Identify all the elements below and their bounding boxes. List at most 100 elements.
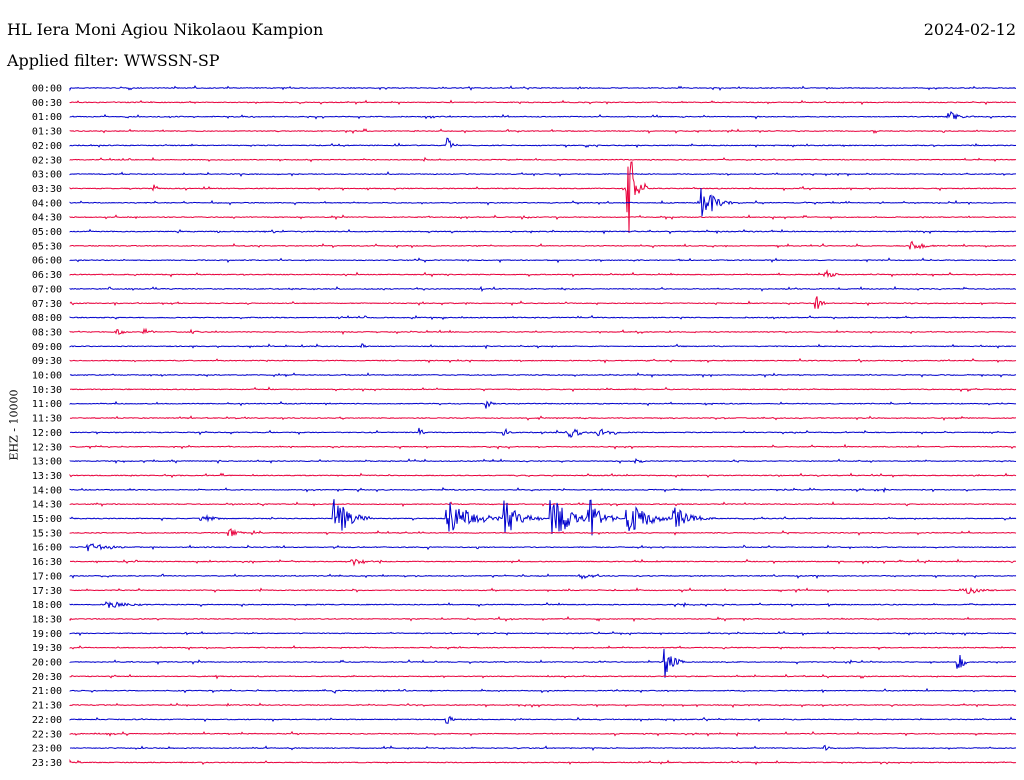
row-time-label: 09:30 <box>32 356 62 367</box>
trace-line <box>69 501 1017 507</box>
trace-line <box>70 386 1017 393</box>
row-time-label: 22:00 <box>32 715 62 726</box>
row-time-label: 11:00 <box>32 399 62 410</box>
row-time-label: 23:30 <box>32 758 62 769</box>
row-time-label: 06:30 <box>32 270 62 281</box>
row-time-label: 22:30 <box>32 729 62 740</box>
row-time-label: 21:30 <box>32 701 62 712</box>
trace-line <box>69 573 1017 580</box>
row-time-label: 03:30 <box>32 184 62 195</box>
trace-line <box>69 343 1017 350</box>
row-time-label: 16:00 <box>32 543 62 554</box>
row-time-label: 13:30 <box>32 471 62 482</box>
row-time-label: 20:30 <box>32 672 62 683</box>
trace-line <box>69 486 1016 494</box>
row-time-label: 15:30 <box>32 528 62 539</box>
trace-line <box>69 472 1017 479</box>
trace-line <box>69 730 1017 737</box>
row-time-label: 15:00 <box>32 514 62 525</box>
trace-line <box>69 357 1017 364</box>
row-time-label: 01:30 <box>32 127 62 138</box>
station-title: HL Iera Moni Agiou Nikolaou Kampion <box>7 20 324 39</box>
trace-line <box>69 543 1017 552</box>
row-time-label: 03:00 <box>32 170 62 181</box>
row-time-label: 18:00 <box>32 600 62 611</box>
row-time-label: 06:00 <box>32 256 62 267</box>
trace-line <box>69 702 1017 708</box>
trace-line <box>69 268 1017 279</box>
trace-line <box>69 558 1017 567</box>
trace-line <box>69 400 1017 409</box>
row-time-label: 08:00 <box>32 313 62 324</box>
row-time-label: 04:00 <box>32 198 62 209</box>
row-time-label: 19:30 <box>32 643 62 654</box>
row-time-label: 11:30 <box>32 414 62 425</box>
trace-line <box>69 171 1016 177</box>
row-time-label: 21:00 <box>32 686 62 697</box>
row-time-label: 20:00 <box>32 658 62 669</box>
row-time-label: 02:30 <box>32 155 62 166</box>
date-label: 2024-02-12 <box>923 20 1016 39</box>
row-time-label: 01:00 <box>32 112 62 123</box>
trace-line <box>69 744 1017 751</box>
trace-line <box>69 630 1017 637</box>
trace-line <box>69 528 1017 537</box>
trace-line <box>69 457 1017 465</box>
row-time-label: 17:00 <box>32 571 62 582</box>
row-time-label: 02:00 <box>32 141 62 152</box>
row-time-label: 07:30 <box>32 299 62 310</box>
trace-line <box>69 156 1017 163</box>
trace-line <box>69 616 1017 622</box>
trace-line <box>69 415 1016 421</box>
trace-line <box>69 228 1017 235</box>
row-time-label: 23:00 <box>32 744 62 755</box>
row-time-label: 16:30 <box>32 557 62 568</box>
row-time-label: 07:00 <box>32 284 62 295</box>
row-time-label: 18:30 <box>32 614 62 625</box>
filter-label: Applied filter: WWSSN-SP <box>7 51 220 70</box>
row-time-label: 10:30 <box>32 385 62 396</box>
row-time-label: 08:30 <box>32 327 62 338</box>
trace-line <box>69 128 1016 134</box>
trace-line <box>69 645 1017 651</box>
trace-line <box>69 85 1017 92</box>
trace-line <box>69 296 1017 309</box>
trace-line <box>69 687 1017 694</box>
row-time-label: 05:00 <box>32 227 62 238</box>
trace-line <box>69 214 1017 221</box>
row-time-label: 17:30 <box>32 586 62 597</box>
trace-line <box>69 161 1017 234</box>
trace-line <box>69 499 1017 536</box>
trace-line <box>69 601 1017 608</box>
row-time-label: 12:30 <box>32 442 62 453</box>
trace-line <box>69 648 1017 678</box>
trace-line <box>69 285 1017 293</box>
row-time-label: 09:00 <box>32 342 62 353</box>
trace-line <box>69 758 1017 766</box>
row-time-label: 14:30 <box>32 500 62 511</box>
trace-line <box>69 372 1017 378</box>
row-time-label: 12:00 <box>32 428 62 439</box>
row-time-label: 10:00 <box>32 371 62 382</box>
trace-line <box>69 257 1017 264</box>
trace-line <box>69 443 1017 450</box>
row-time-label: 19:00 <box>32 629 62 640</box>
trace-line <box>69 673 1017 680</box>
trace-line <box>69 327 1016 335</box>
trace-line <box>70 427 1017 439</box>
row-time-label: 00:00 <box>32 84 62 95</box>
trace-line <box>69 314 1017 321</box>
trace-line <box>69 715 1017 724</box>
row-time-label: 14:00 <box>32 485 62 496</box>
row-time-label: 05:30 <box>32 241 62 252</box>
trace-line <box>69 187 1017 217</box>
trace-line <box>69 586 1016 595</box>
trace-line <box>69 111 1017 120</box>
trace-line <box>69 99 1017 106</box>
trace-line <box>69 137 1017 149</box>
row-time-label: 00:30 <box>32 98 62 109</box>
row-time-label: 13:00 <box>32 457 62 468</box>
row-time-label: 04:30 <box>32 213 62 224</box>
trace-line <box>69 240 1017 250</box>
